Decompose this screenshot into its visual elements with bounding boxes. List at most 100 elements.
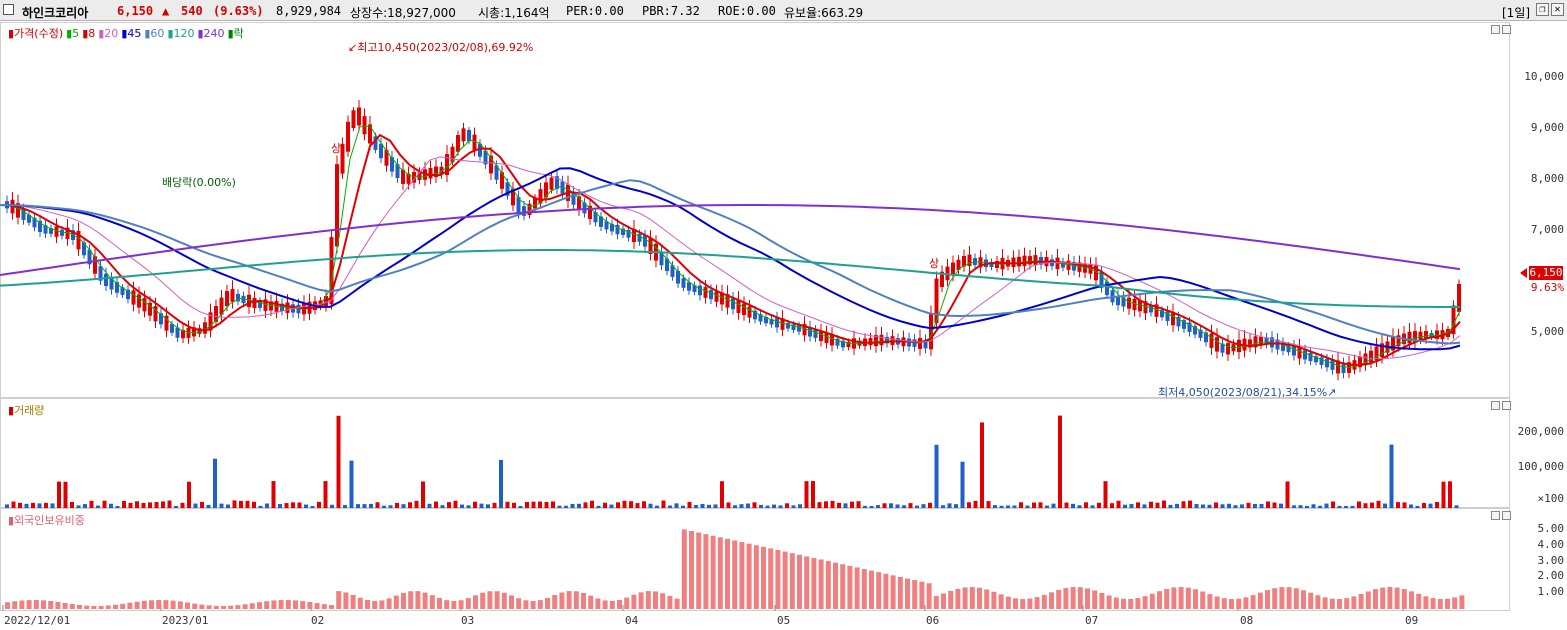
- candle-body: [236, 293, 240, 302]
- restore-icon[interactable]: ❐: [1536, 3, 1549, 16]
- volume-bar: [876, 505, 880, 508]
- foreign-bar: [1207, 594, 1213, 609]
- foreign-bar: [660, 593, 666, 609]
- candle-body: [1198, 329, 1203, 338]
- candle-body: [461, 128, 466, 142]
- ma5-line: [0, 125, 1461, 368]
- panel-minimize-icon[interactable]: [1491, 401, 1500, 410]
- volume-bar: [76, 505, 81, 508]
- volume-bar: [999, 505, 1004, 508]
- candle-body: [615, 224, 620, 235]
- foreign-bar: [653, 591, 658, 609]
- candle-body: [390, 157, 394, 172]
- foreign-bar: [386, 598, 392, 609]
- foreign-bar: [1380, 587, 1386, 609]
- volume-bar: [1337, 505, 1342, 508]
- foreign-bar: [422, 592, 428, 609]
- candle-body: [1143, 301, 1148, 314]
- foreign-bar: [1193, 589, 1198, 609]
- foreign-bar: [465, 598, 471, 609]
- panel-minimize-icon[interactable]: [1491, 25, 1500, 34]
- volume-bar: [817, 502, 822, 508]
- foreign-bar: [1373, 589, 1378, 609]
- foreign-bar: [444, 600, 450, 609]
- foreign-bar: [523, 600, 529, 609]
- candle-body: [1116, 295, 1120, 306]
- x-axis-label: 02: [311, 614, 325, 627]
- foreign-bar: [1200, 591, 1206, 609]
- candle-body: [555, 176, 559, 189]
- volume-bar: [167, 500, 172, 508]
- volume-bar: [1077, 505, 1082, 508]
- volume-bar: [1311, 504, 1316, 508]
- candle-body: [412, 171, 416, 183]
- period-selector[interactable]: [1일]: [1502, 6, 1531, 20]
- foreign-bar: [883, 573, 889, 609]
- volume-bar: [609, 504, 614, 508]
- volume-bar: [317, 501, 321, 508]
- volume-bar: [1149, 501, 1153, 508]
- panel-close-icon[interactable]: [1502, 511, 1511, 520]
- foreign-bar: [350, 594, 356, 609]
- foreign-bar: [703, 534, 709, 609]
- foreign-bar: [1149, 593, 1155, 609]
- volume-bar: [1389, 444, 1394, 508]
- candle-body: [577, 196, 581, 210]
- x-axis-label: 09: [1405, 614, 1419, 627]
- candle-body: [439, 166, 444, 175]
- volume-bar: [603, 502, 607, 508]
- foreign-bar: [1085, 588, 1090, 609]
- volume-bar: [733, 505, 737, 508]
- close-icon[interactable]: ✕: [1551, 3, 1564, 16]
- candle-body: [258, 301, 262, 308]
- candle-body: [241, 295, 246, 304]
- arrow-right-icon: ↗: [1327, 386, 1337, 399]
- foreign-bar: [1005, 596, 1011, 609]
- volume-bar: [629, 501, 633, 508]
- volume-bar: [401, 504, 406, 508]
- panel-minimize-icon[interactable]: [1491, 511, 1500, 520]
- panel-close-icon[interactable]: [1502, 25, 1511, 34]
- volume-bar: [895, 504, 900, 508]
- volume-bar: [785, 503, 789, 508]
- candle-body: [423, 169, 427, 180]
- volume-bar: [148, 502, 152, 508]
- current-price-tag: 6,150: [1529, 266, 1563, 280]
- volume-bar: [1129, 503, 1134, 508]
- candle-body: [835, 338, 840, 346]
- foreign-bar: [537, 600, 543, 609]
- volume-bar: [1402, 502, 1407, 508]
- foreign-bar: [1049, 592, 1054, 609]
- volume-bar: [1279, 503, 1283, 508]
- stock-header-bar: 하인크코리아 6,150 ▲ 540 (9.63%) 8,929,984 상장수…: [0, 0, 1567, 21]
- volume-bar: [973, 500, 978, 508]
- foreign-bar: [530, 600, 536, 609]
- foreign-bar: [105, 605, 111, 609]
- foreign-bar: [300, 601, 306, 609]
- foreign-bar: [617, 599, 622, 609]
- foreign-bar: [1077, 587, 1083, 609]
- candle-body: [329, 237, 334, 305]
- select-checkbox[interactable]: [3, 4, 14, 15]
- volume-bar: [928, 502, 932, 508]
- candle-body: [819, 330, 823, 342]
- foreign-bar: [221, 605, 226, 609]
- volume-bar: [278, 503, 282, 508]
- candle-body: [1138, 300, 1142, 312]
- volume-bar: [434, 501, 438, 508]
- candle-body: [247, 294, 251, 308]
- candle-body: [32, 217, 37, 228]
- foreign-bar: [84, 605, 90, 609]
- foreign-bar: [249, 603, 255, 609]
- volume-bar: [213, 458, 217, 508]
- foreign-bar: [271, 600, 277, 609]
- volume-bar: [1110, 503, 1114, 508]
- volume-bar: [200, 501, 204, 508]
- volume-bar: [837, 502, 841, 508]
- volume-bar: [739, 504, 744, 508]
- panel-close-icon[interactable]: [1502, 401, 1511, 410]
- candle-body: [170, 323, 174, 333]
- foreign-bar: [343, 592, 349, 609]
- candle-body: [703, 287, 708, 298]
- candle-body: [725, 294, 730, 308]
